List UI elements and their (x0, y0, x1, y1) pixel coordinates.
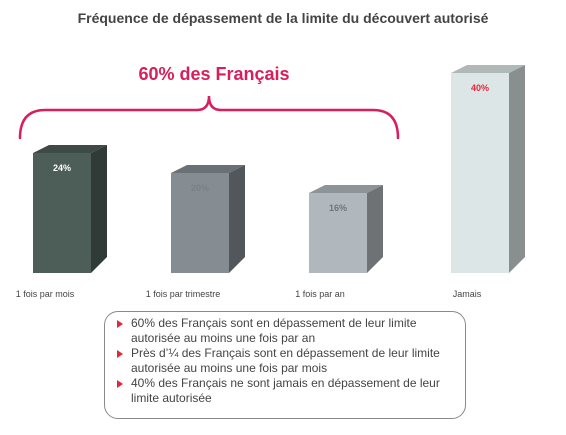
category-label: Jamais (453, 289, 482, 299)
category-labels: 1 fois par mois 1 fois par trimestre 1 foi… (16, 289, 482, 299)
bar (451, 65, 525, 273)
bar-chart: 24% 20% 16% 40% 60% des Français 1 fois par… (16, 64, 525, 299)
bar (171, 165, 245, 273)
bar-top (33, 145, 107, 153)
bar-top (309, 185, 383, 193)
bar-front (33, 153, 91, 273)
bar-side (367, 185, 383, 273)
bar-side (229, 165, 245, 273)
bar-front (309, 193, 367, 273)
bars-layer: 24% 20% 16% 40% (33, 65, 525, 273)
bar-value-label: 20% (191, 183, 209, 193)
summary-item: Près d’¼ des Français sont en dépassemen… (117, 346, 457, 376)
chart-title: Fréquence de dépassement de la limite du… (77, 10, 489, 26)
bar-value-label: 16% (329, 203, 347, 213)
category-label: 1 fois par mois (16, 289, 75, 299)
bar-side (509, 65, 525, 273)
bar-value-label: 40% (471, 83, 489, 93)
bar-top (451, 65, 525, 73)
annotation-brace (18, 95, 400, 140)
bar-front (171, 173, 229, 273)
summary-item: 60% des Français sont en dépassement de … (117, 316, 457, 346)
category-label: 1 fois par trimestre (146, 289, 221, 299)
bar-top (171, 165, 245, 173)
annotation-layer: 60% des Français (18, 64, 400, 140)
annotation-label: 60% des Français (138, 64, 289, 84)
bar-value-label: 24% (53, 163, 71, 173)
bar (309, 185, 383, 273)
bar (33, 145, 107, 273)
summary-box: 60% des Français sont en dépassement de … (104, 311, 466, 419)
category-label: 1 fois par an (295, 289, 345, 299)
bar-side (91, 145, 107, 273)
summary-item: 40% des Français ne sont jamais en dépas… (117, 376, 457, 406)
bar-front (451, 73, 509, 273)
